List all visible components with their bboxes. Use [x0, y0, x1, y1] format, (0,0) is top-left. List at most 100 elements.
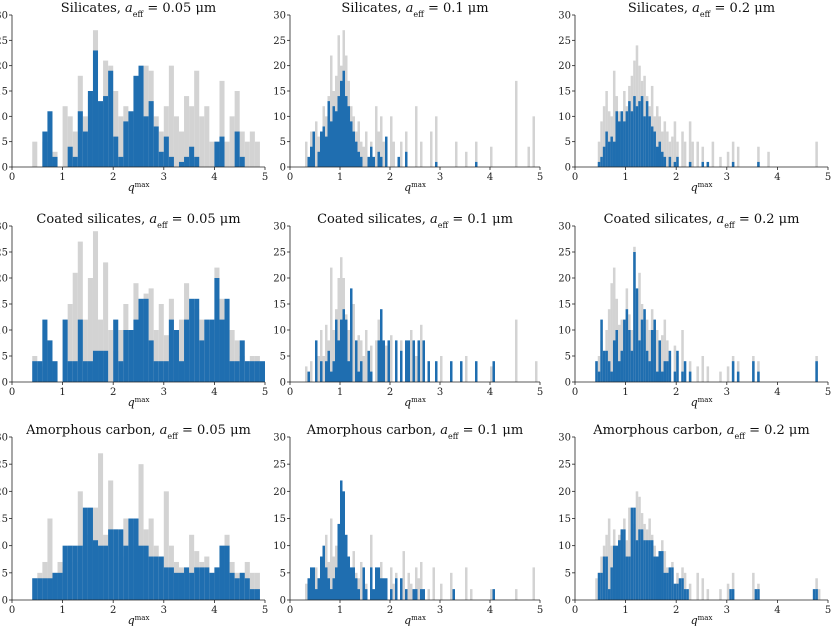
x-tick-label: 5	[262, 387, 268, 398]
bar-blue	[37, 361, 43, 382]
bar-gray	[475, 141, 478, 167]
bar-gray	[320, 330, 323, 382]
bar-blue	[370, 371, 373, 382]
bar-blue	[259, 361, 265, 382]
bar-blue	[648, 540, 651, 600]
bar-blue	[610, 567, 613, 600]
y-tick-label: 30	[273, 433, 286, 444]
series-blue	[597, 96, 760, 167]
bar-blue	[332, 361, 335, 382]
bar-blue	[337, 340, 340, 382]
bar-gray	[189, 106, 195, 167]
bar-blue	[372, 156, 375, 167]
x-axis-label: qmax	[691, 181, 713, 194]
bar-gray	[178, 319, 185, 382]
bar-blue	[357, 371, 360, 382]
bar-blue	[194, 156, 200, 167]
panel-2: 0 5 10 15 20 25 30 0 1 2 3 4 5 qmax Silicates, aeff = …	[273, 1, 543, 194]
bar-blue	[330, 589, 333, 600]
bar-blue	[163, 361, 169, 382]
bar-gray	[375, 106, 378, 167]
bar-blue	[234, 131, 240, 167]
bar-gray	[392, 141, 395, 167]
bar-gray	[330, 518, 333, 600]
bar-blue	[706, 161, 710, 167]
bar-blue	[52, 361, 58, 382]
bar-blue	[658, 551, 662, 600]
bar-gray	[736, 146, 740, 167]
bar-blue	[320, 361, 323, 382]
x-tick-label: 3	[724, 387, 730, 398]
bar-blue	[405, 340, 408, 382]
bar-blue	[645, 101, 649, 167]
bar-gray	[199, 116, 205, 167]
bar-gray	[420, 324, 423, 382]
bar-gray	[357, 335, 360, 382]
bar-blue	[661, 151, 664, 167]
panel-title: Silicates, aeff = 0.1 μm	[341, 1, 488, 19]
bar-blue	[612, 141, 616, 167]
bar-blue	[337, 96, 340, 167]
bar-blue	[658, 340, 662, 382]
y-tick-label: 20	[273, 274, 286, 285]
bar-blue	[640, 96, 644, 167]
bar-blue	[168, 319, 174, 382]
y-tick-label: 25	[273, 460, 286, 471]
bar-blue	[673, 583, 677, 600]
bar-gray	[163, 335, 169, 382]
bar-blue	[342, 491, 345, 600]
bar-blue	[397, 156, 400, 167]
bar-blue	[158, 151, 164, 167]
bar-blue	[113, 319, 119, 382]
bar-blue	[224, 298, 230, 382]
x-tick-label: 0	[287, 172, 293, 183]
bar-gray	[357, 121, 360, 167]
bar-gray	[612, 70, 616, 167]
bar-blue	[72, 361, 78, 382]
bar-gray	[390, 567, 393, 600]
bar-gray	[683, 572, 687, 600]
y-tick-label: 20	[0, 487, 8, 498]
bar-blue	[633, 96, 636, 167]
bar-gray	[400, 141, 403, 167]
bar-gray	[600, 121, 603, 167]
bar-gray	[683, 141, 687, 167]
bar-blue	[407, 340, 410, 382]
bar-blue	[123, 121, 129, 167]
y-tick-label: 20	[0, 274, 8, 285]
x-tick-label: 1	[337, 605, 343, 616]
x-tick-label: 0	[572, 172, 578, 183]
bar-blue	[686, 589, 689, 600]
bar-blue	[312, 567, 315, 600]
bar-blue	[475, 161, 478, 167]
y-tick-label: 25	[0, 248, 8, 259]
x-tick-label: 2	[110, 387, 116, 398]
bar-gray	[752, 572, 755, 600]
bar-blue	[618, 361, 621, 382]
bar-blue	[377, 340, 380, 382]
bar-blue	[357, 589, 360, 600]
bar-blue	[342, 309, 345, 382]
bar-gray	[696, 141, 699, 167]
bar-gray	[407, 572, 410, 600]
bar-blue	[385, 136, 388, 167]
y-tick-label: 15	[0, 87, 8, 98]
bar-blue	[628, 556, 631, 600]
bar-blue	[103, 96, 109, 167]
y-tick-label: 30	[558, 433, 571, 444]
bar-blue	[385, 578, 388, 600]
bar-blue	[602, 556, 606, 600]
y-tick-label: 5	[2, 137, 8, 148]
bar-blue	[597, 572, 601, 600]
bar-gray	[815, 141, 818, 167]
bar-gray	[103, 262, 109, 382]
bar-blue	[322, 126, 325, 167]
bar-blue	[148, 556, 154, 600]
bar-gray	[420, 561, 423, 600]
bar-blue	[475, 361, 478, 382]
bar-blue	[380, 309, 383, 382]
panel-title: Coated silicates, aeff = 0.05 μm	[36, 212, 240, 230]
bar-blue	[731, 589, 735, 600]
x-tick-label: 1	[59, 172, 65, 183]
bar-blue	[184, 319, 190, 382]
